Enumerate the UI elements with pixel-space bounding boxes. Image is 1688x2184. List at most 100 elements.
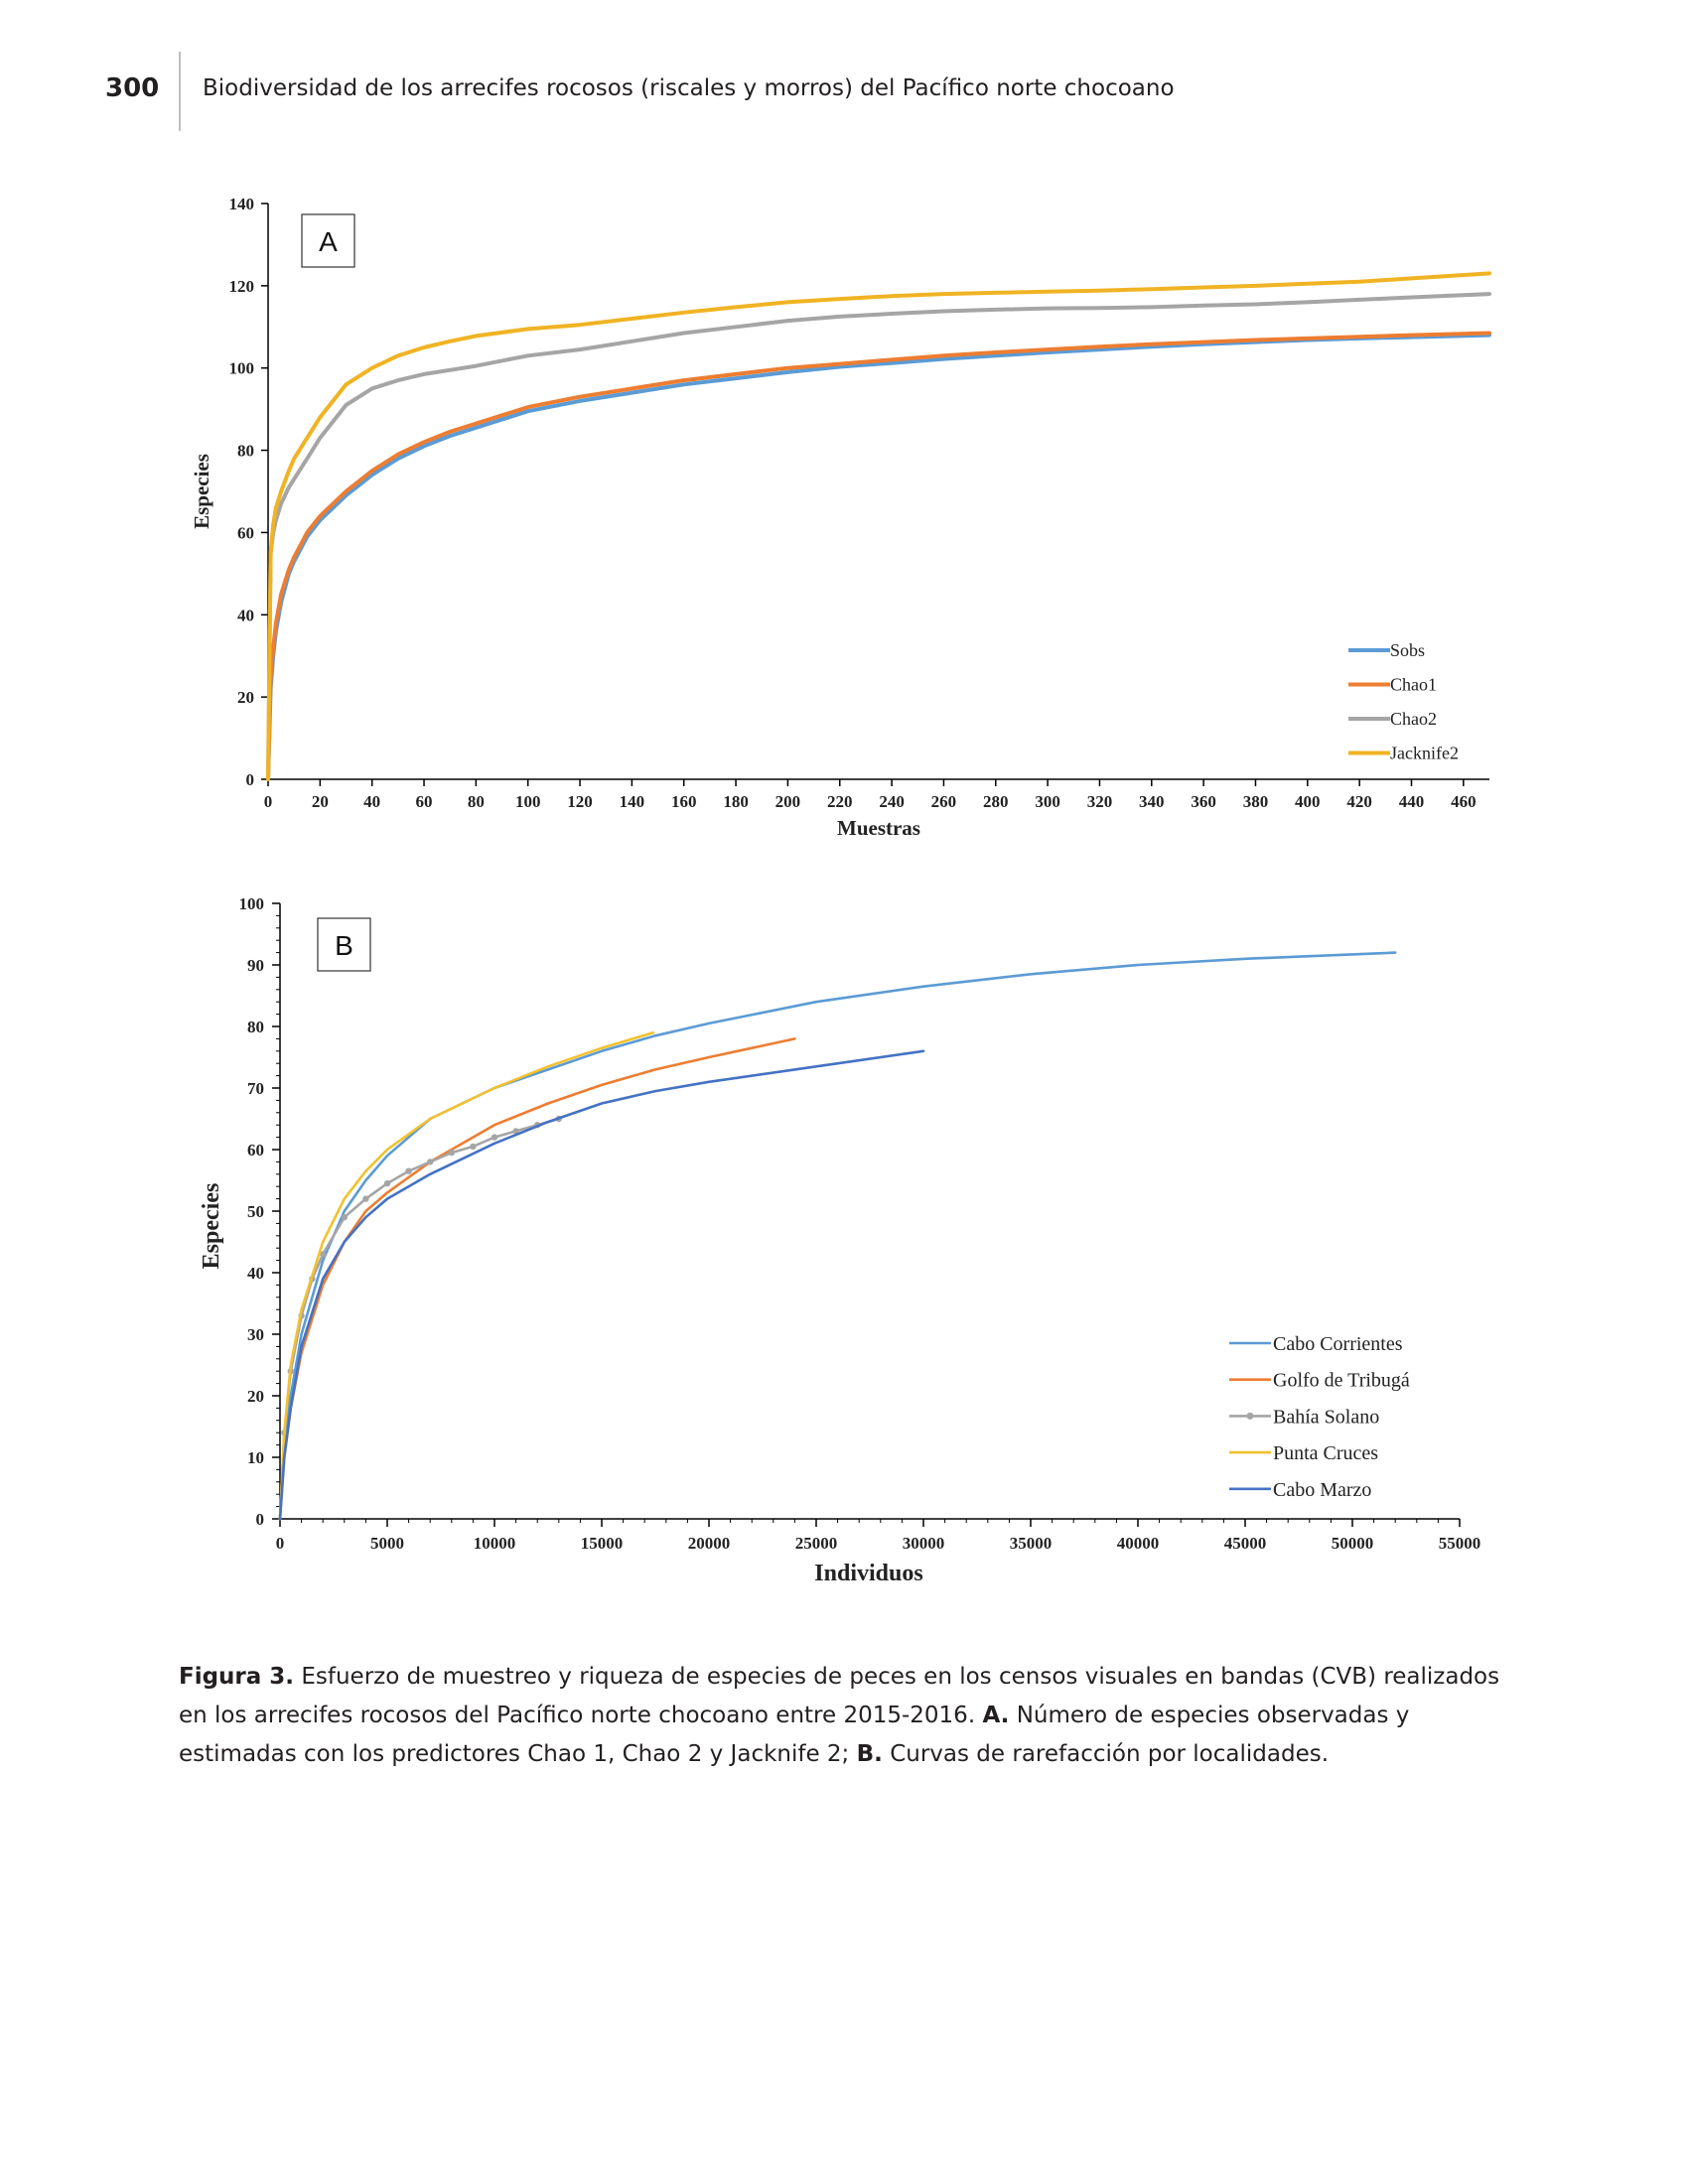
chart-a-x-tick-label: 440 bbox=[1399, 792, 1425, 811]
caption-figure-label: Figura 3. bbox=[179, 1664, 295, 1690]
chart-b-x-tick-label: 0 bbox=[276, 1534, 285, 1553]
chart-b-y-tick-label: 60 bbox=[247, 1141, 264, 1160]
chart-a-x-tick-label: 100 bbox=[515, 792, 541, 811]
chart-b-legend-label: Punta Cruces bbox=[1273, 1442, 1378, 1464]
chart-a-x-tick-label: 40 bbox=[363, 792, 380, 811]
chart-a-y-tick-label: 140 bbox=[229, 195, 255, 213]
chart-b-bahia-solano-point bbox=[341, 1214, 348, 1221]
chart-a-legend-label: Sobs bbox=[1390, 640, 1425, 660]
chart-a-x-tick-label: 460 bbox=[1451, 792, 1477, 811]
chart-a-x-tick-label: 260 bbox=[931, 792, 957, 811]
chart-b-series-cabo-corrientes-line bbox=[278, 951, 1397, 1521]
chart-a-legend-label: Chao1 bbox=[1390, 675, 1437, 695]
chart-b-bahia-solano-point bbox=[470, 1143, 477, 1151]
chart-b-bahia-solano-point bbox=[491, 1134, 498, 1141]
chart-b-legend-label: Golfo de Tribugá bbox=[1273, 1370, 1410, 1392]
chart-b-bahia-solano-point bbox=[320, 1251, 327, 1258]
chart-b-legend-marker bbox=[1246, 1412, 1254, 1420]
chart-b-y-tick-label: 10 bbox=[247, 1448, 264, 1467]
chart-b-y-tick-label: 90 bbox=[247, 956, 264, 975]
running-title: Biodiversidad de los arrecifes rocosos (… bbox=[203, 75, 1175, 101]
chart-b-bahia-solano-point bbox=[405, 1167, 412, 1174]
chart-a-x-tick-label: 340 bbox=[1139, 792, 1165, 811]
chart-b-series-cabo-marzo-line bbox=[278, 1049, 925, 1521]
caption-label-b: B. bbox=[856, 1741, 883, 1767]
chart-a-x-axis-title: Muestras bbox=[837, 816, 920, 840]
chart-a-legend: Sobs Chao1 Chao2 Jacknife2 bbox=[1348, 640, 1459, 763]
chart-a-panel-label-box bbox=[301, 213, 355, 268]
chart-b-y-tick-label: 80 bbox=[247, 1018, 264, 1036]
chart-a-x-tick-label: 160 bbox=[671, 792, 697, 811]
chart-a-x-tick-label: 0 bbox=[264, 792, 273, 811]
chart-b-series-bahia-solano-line bbox=[278, 1117, 561, 1521]
chart-b-y-tick-label: 50 bbox=[247, 1202, 264, 1221]
chart-a-x-tick-label: 320 bbox=[1087, 792, 1113, 811]
caption-text-3: Curvas de rarefacción por localidades. bbox=[882, 1741, 1330, 1767]
chart-b-x-axis-title: Individuos bbox=[814, 1561, 922, 1586]
chart-a-x-tick-label: 220 bbox=[827, 792, 853, 811]
chart-b-y-tick-label: 20 bbox=[247, 1387, 264, 1406]
chart-b-bahia-solano-point bbox=[362, 1195, 369, 1202]
chart-a-y-tick-label: 100 bbox=[229, 359, 255, 378]
chart-b-y-tick-label: 30 bbox=[247, 1325, 264, 1344]
chart-b-x-tick-label: 20000 bbox=[688, 1534, 731, 1553]
page-header: 300 Biodiversidad de los arrecifes rocos… bbox=[0, 52, 1688, 131]
chart-b-x-tick-label: 15000 bbox=[581, 1534, 624, 1553]
chart-b-x-tick-label: 45000 bbox=[1224, 1534, 1267, 1553]
page-number: 300 bbox=[105, 73, 160, 103]
chart-a-x-tick-label: 400 bbox=[1295, 792, 1321, 811]
chart-a-y-tick-label: 0 bbox=[246, 770, 255, 789]
chart-a-y-tick-label: 120 bbox=[229, 277, 255, 296]
chart-b-legend: Cabo Corrientes Golfo de Tribugá Bahía Sol… bbox=[1229, 1333, 1410, 1501]
chart-b-bahia-solano-point bbox=[427, 1159, 434, 1165]
chart-b-x-tick-label: 25000 bbox=[795, 1534, 838, 1553]
chart-b-bahia-solano-point bbox=[448, 1149, 455, 1157]
chart-b-legend-label: Bahía Solano bbox=[1273, 1406, 1379, 1428]
chart-a-x-tick-label: 300 bbox=[1035, 792, 1060, 811]
chart-a-x-tick-label: 80 bbox=[468, 792, 485, 811]
chart-a-x-tick-label: 60 bbox=[416, 792, 433, 811]
chart-b-panel-label-box bbox=[317, 917, 371, 972]
chart-b-x-tick-label: 35000 bbox=[1010, 1534, 1053, 1553]
chart-b-x-tick-label: 40000 bbox=[1117, 1534, 1160, 1553]
chart-a-legend-label: Jacknife2 bbox=[1390, 744, 1459, 763]
chart-a-x-tick-label: 420 bbox=[1346, 792, 1372, 811]
chart-b-rarefaction-by-locality: 0 10 20 30 40 50 60 70 80 90 100 0 5000 10000 15000 200… bbox=[199, 894, 1481, 1586]
chart-b-y-axis-title: Especies bbox=[199, 1183, 224, 1270]
chart-b-panel-letter: B bbox=[335, 930, 353, 961]
chart-a-panel-label: A bbox=[301, 213, 355, 268]
caption-text-2: Número de especies observadas y estimada… bbox=[179, 1703, 1410, 1767]
chart-b-ticks: 0 10 20 30 40 50 60 70 80 90 100 0 5000 10000 15000 200… bbox=[239, 894, 1481, 1553]
chart-b-x-tick-label: 50000 bbox=[1332, 1534, 1374, 1553]
chart-a-y-tick-label: 40 bbox=[237, 606, 254, 624]
chart-a-x-tick-label: 360 bbox=[1191, 792, 1216, 811]
chart-a-x-tick-label: 180 bbox=[723, 792, 749, 811]
chart-a-x-tick-label: 120 bbox=[567, 792, 593, 811]
chart-a-axes bbox=[267, 204, 1489, 780]
chart-b-legend-label: Cabo Marzo bbox=[1273, 1479, 1371, 1501]
chart-b-x-tick-label: 30000 bbox=[903, 1534, 945, 1553]
caption-label-a: A. bbox=[982, 1703, 1010, 1728]
chart-b-series-punta-cruces-line bbox=[278, 1030, 655, 1521]
chart-b-panel-label: B bbox=[317, 917, 371, 972]
caption-text-1: Esfuerzo de muestreo y riqueza de especi… bbox=[179, 1664, 1500, 1728]
figure-caption: Figura 3. Esfuerzo de muestreo y riqueza… bbox=[179, 1658, 1514, 1774]
chart-a-x-tick-label: 380 bbox=[1243, 792, 1269, 811]
chart-b-legend-label: Cabo Corrientes bbox=[1273, 1333, 1403, 1355]
chart-a-x-tick-label: 140 bbox=[620, 792, 645, 811]
chart-a-x-tick-label: 200 bbox=[775, 792, 801, 811]
chart-b-series-golfo-de-tribuga-line bbox=[278, 1037, 796, 1521]
chart-a-panel-letter: A bbox=[319, 226, 338, 257]
chart-b-y-tick-label: 100 bbox=[239, 894, 265, 913]
chart-a-series-jacknife2-line bbox=[266, 271, 1491, 781]
chart-a-x-tick-label: 280 bbox=[983, 792, 1009, 811]
chart-a-series-chao1-line bbox=[266, 331, 1491, 781]
chart-b-y-tick-label: 0 bbox=[256, 1510, 265, 1529]
chart-b-x-tick-label: 10000 bbox=[474, 1534, 516, 1553]
header-divider bbox=[179, 52, 181, 131]
chart-a-y-axis-title: Especies bbox=[190, 454, 213, 529]
chart-a-x-tick-label: 240 bbox=[879, 792, 905, 811]
chart-a-series-sobs-line bbox=[266, 333, 1491, 781]
chart-a-series-chao2-line bbox=[266, 292, 1491, 781]
chart-a-y-tick-label: 20 bbox=[237, 688, 254, 707]
